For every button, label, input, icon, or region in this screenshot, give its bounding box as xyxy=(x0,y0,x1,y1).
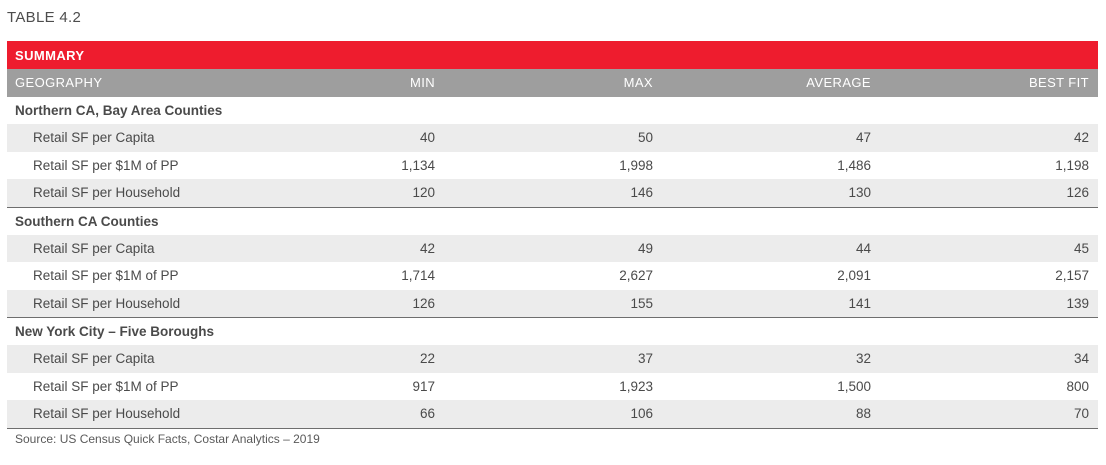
table-row: Retail SF per Household 120 146 130 126 xyxy=(7,179,1098,208)
average-cell: 32 xyxy=(855,351,871,366)
min-cell: 1,134 xyxy=(401,157,435,173)
column-header-geography: GEOGRAPHY xyxy=(15,75,103,90)
best-fit-cell: 2,157 xyxy=(1055,268,1089,283)
metric-cell: Retail SF per $1M of PP xyxy=(33,268,179,283)
max-cell: 37 xyxy=(637,351,653,366)
best-fit-cell: 34 xyxy=(1073,351,1089,366)
column-header-min: MIN xyxy=(409,75,435,90)
max-cell: 106 xyxy=(630,406,653,421)
table-row: Retail SF per $1M of PP 1,714 2,627 2,09… xyxy=(7,262,1098,290)
metric-cell: Retail SF per Capita xyxy=(33,240,155,256)
min-cell: 1,714 xyxy=(401,268,435,283)
metric-cell: Retail SF per Household xyxy=(33,406,181,421)
average-cell: 2,091 xyxy=(837,268,871,283)
table-body: Northern CA, Bay Area Counties Retail SF… xyxy=(7,97,1098,429)
table-row: Retail SF per Household 66 106 88 70 xyxy=(7,400,1098,429)
summary-banner: SUMMARY xyxy=(7,41,1098,69)
min-cell: 66 xyxy=(419,406,435,421)
max-cell: 1,998 xyxy=(619,157,653,173)
min-cell: 42 xyxy=(419,240,435,256)
metric-cell: Retail SF per Household xyxy=(33,185,181,200)
table-row: Retail SF per Capita 22 37 32 34 xyxy=(7,345,1098,373)
min-cell: 126 xyxy=(412,295,435,311)
column-header-row: GEOGRAPHY MIN MAX AVERAGE BEST FIT xyxy=(7,69,1098,97)
table-row: Retail SF per Capita 40 50 47 42 xyxy=(7,124,1098,152)
metric-cell: Retail SF per Capita xyxy=(33,130,155,145)
table-row: Retail SF per $1M of PP 917 1,923 1,500 … xyxy=(7,373,1098,401)
max-cell: 1,923 xyxy=(619,378,653,394)
max-cell: 2,627 xyxy=(619,268,653,283)
column-header-average: AVERAGE xyxy=(806,75,871,90)
max-cell: 146 xyxy=(630,185,653,200)
group-title: Northern CA, Bay Area Counties xyxy=(15,103,223,118)
metric-cell: Retail SF per $1M of PP xyxy=(33,157,179,173)
source-note: Source: US Census Quick Facts, Costar An… xyxy=(15,432,320,446)
best-fit-cell: 70 xyxy=(1073,406,1089,421)
best-fit-cell: 126 xyxy=(1066,185,1089,200)
group-title: Southern CA Counties xyxy=(15,213,159,229)
average-cell: 141 xyxy=(848,295,871,311)
max-cell: 49 xyxy=(637,240,653,256)
metric-cell: Retail SF per Household xyxy=(33,295,181,311)
metric-cell: Retail SF per Capita xyxy=(33,351,155,366)
average-cell: 1,500 xyxy=(837,378,871,394)
min-cell: 120 xyxy=(412,185,435,200)
min-cell: 40 xyxy=(419,130,435,145)
max-cell: 155 xyxy=(630,295,653,311)
best-fit-cell: 139 xyxy=(1066,295,1089,311)
best-fit-cell: 800 xyxy=(1066,378,1089,394)
best-fit-cell: 45 xyxy=(1073,240,1089,256)
column-header-max: MAX xyxy=(623,75,653,90)
average-cell: 1,486 xyxy=(837,157,871,173)
average-cell: 44 xyxy=(855,240,871,256)
average-cell: 130 xyxy=(848,185,871,200)
best-fit-cell: 1,198 xyxy=(1055,157,1089,173)
average-cell: 88 xyxy=(855,406,871,421)
column-header-best-fit: BEST FIT xyxy=(1028,75,1089,90)
table-label: TABLE 4.2 xyxy=(7,9,82,26)
min-cell: 917 xyxy=(412,378,435,394)
max-cell: 50 xyxy=(637,130,653,145)
average-cell: 47 xyxy=(855,130,871,145)
metric-cell: Retail SF per $1M of PP xyxy=(33,378,179,394)
table-row: Retail SF per Household 126 155 141 139 xyxy=(7,289,1098,318)
min-cell: 22 xyxy=(419,351,435,366)
group-title: New York City – Five Boroughs xyxy=(15,324,215,339)
best-fit-cell: 42 xyxy=(1073,130,1089,145)
table-row: Retail SF per $1M of PP 1,134 1,998 1,48… xyxy=(7,152,1098,180)
table-row: Retail SF per Capita 42 49 44 45 xyxy=(7,234,1098,262)
